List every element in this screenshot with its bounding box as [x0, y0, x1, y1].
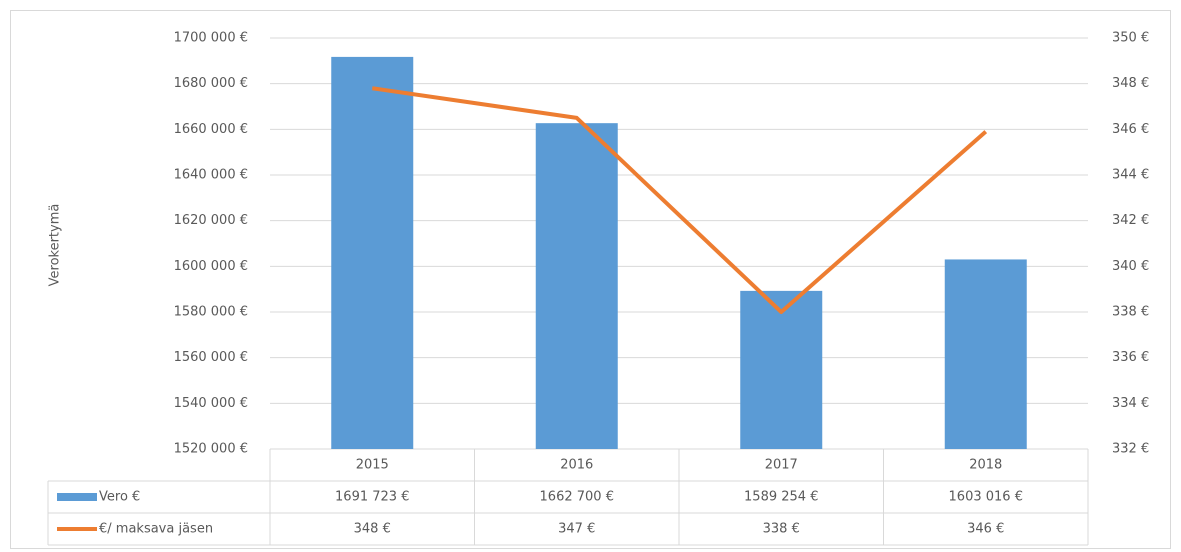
table-value: 1589 254 € [744, 490, 818, 505]
y2-tick-label: 338 € [1112, 305, 1149, 320]
y2-tick-label: 344 € [1112, 168, 1149, 183]
y2-tick-label: 336 € [1112, 350, 1149, 365]
y2-tick-label: 346 € [1112, 122, 1149, 137]
x-tick-label: 2015 [356, 458, 389, 473]
line [371, 86, 988, 314]
y-tick-label: 1580 000 € [174, 305, 248, 320]
y-tick-label: 1640 000 € [174, 168, 248, 183]
table-value: 346 € [967, 522, 1004, 537]
y2-tick-label: 332 € [1112, 442, 1149, 457]
table-value: 348 € [354, 522, 391, 537]
legend-swatch [57, 493, 97, 501]
table-value: 338 € [763, 522, 800, 537]
y-tick-label: 1540 000 € [174, 396, 248, 411]
y2-tick-label: 334 € [1112, 396, 1149, 411]
table-value: 347 € [558, 522, 595, 537]
y-tick-label: 1560 000 € [174, 350, 248, 365]
y2-tick-label: 340 € [1112, 259, 1149, 274]
legend-label: Vero € [99, 490, 140, 505]
legend-label: €/ maksava jäsen [99, 522, 213, 537]
bar [535, 123, 618, 449]
table-value: 1662 700 € [540, 490, 614, 505]
table-value: 1603 016 € [949, 490, 1023, 505]
x-tick-label: 2018 [969, 458, 1002, 473]
x-tick-label: 2017 [765, 458, 798, 473]
y2-tick-label: 348 € [1112, 76, 1149, 91]
y-axis-label: Verokertymä [48, 204, 63, 287]
table-value: 1691 723 € [335, 490, 409, 505]
bar [740, 290, 823, 449]
x-tick-label: 2016 [560, 458, 593, 473]
y-tick-label: 1680 000 € [174, 76, 248, 91]
y2-tick-label: 350 € [1112, 31, 1149, 46]
y-tick-label: 1520 000 € [174, 442, 248, 457]
y2-tick-label: 342 € [1112, 213, 1149, 228]
y-tick-label: 1620 000 € [174, 213, 248, 228]
bar [331, 56, 414, 450]
y-tick-label: 1600 000 € [174, 259, 248, 274]
y-tick-label: 1660 000 € [174, 122, 248, 137]
y-tick-label: 1700 000 € [174, 31, 248, 46]
bar [944, 259, 1027, 449]
